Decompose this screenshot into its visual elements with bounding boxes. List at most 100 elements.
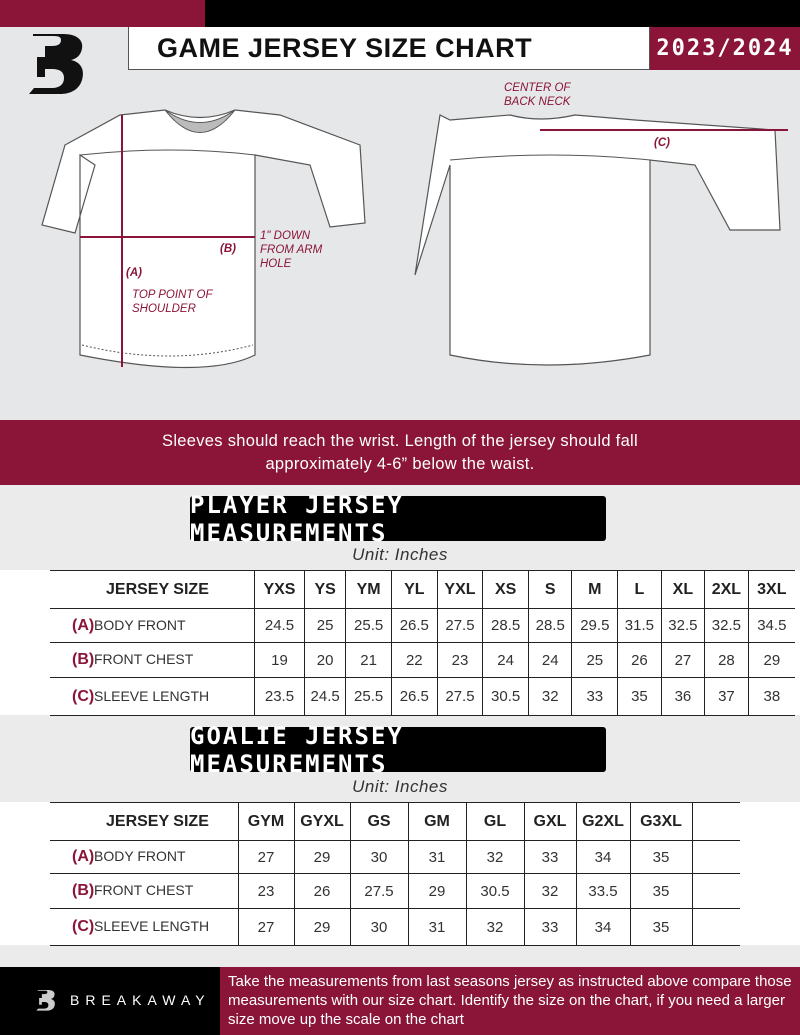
measurement-cell: 30.5 [465, 873, 524, 909]
measurement-cell: 32 [527, 677, 572, 716]
row-label: (B)FRONT CHEST [50, 873, 238, 909]
size-header: 3XL [747, 570, 795, 609]
player-size-table: JERSEY SIZE YXS YS YM YL YXL XS S M L XL 2XL 3XL (A)B… [50, 570, 795, 716]
measurement-cell: 29 [293, 908, 350, 946]
measurement-cell: 35 [629, 873, 692, 909]
measurement-cell: 35 [629, 840, 692, 874]
player-section-title: PLAYER JERSEY MEASUREMENTS [190, 491, 606, 547]
player-unit-label: Unit: Inches [352, 545, 448, 564]
measurement-cell: 25.5 [345, 608, 392, 643]
measurement-cell: 36 [660, 677, 705, 716]
row-name: SLEEVE LENGTH [94, 687, 210, 704]
size-header: S [527, 570, 572, 609]
table-row: (C)SLEEVE LENGTH 23.5 24.5 25.5 26.5 27.5 30.5… [50, 677, 795, 716]
measurement-cell: 29 [407, 873, 466, 909]
header-row: JERSEY SIZE YXS YS YM YL YXL XS S M L XL 2XL 3XL [50, 570, 795, 609]
measurement-cell: 28 [704, 642, 749, 678]
measurement-cell: 30 [349, 908, 408, 946]
label-c: (C) [654, 137, 670, 149]
measurement-cell: 38 [747, 677, 795, 716]
size-header: G3XL [629, 802, 692, 841]
measurement-cell: 34 [575, 840, 630, 874]
back-jersey-diagram [414, 114, 788, 366]
header-row: JERSEY SIZE GYM GYXL GS GM GL GXL G2XL G3XL [50, 802, 740, 841]
row-name: FRONT CHEST [94, 882, 194, 898]
brand-name: BREAKAWAY [70, 992, 211, 1008]
table-row: (A)BODY FRONT 27 29 30 31 32 33 34 35 [50, 840, 740, 874]
measurement-cell: 26 [293, 873, 350, 909]
measurement-cell: 22 [390, 642, 438, 678]
size-header: XL [660, 570, 705, 609]
measurement-cell: 26 [617, 642, 662, 678]
top-accent-bar [0, 0, 205, 27]
measurement-cell: 25 [571, 642, 618, 678]
row-label: (B)FRONT CHEST [50, 642, 255, 678]
measurement-cell: 23 [237, 873, 294, 909]
table-row: (B)FRONT CHEST 23 26 27.5 29 30.5 32 33.5 35 [50, 873, 740, 909]
table-row: (A)BODY FRONT 24.5 25 25.5 26.5 27.5 28.5 28.5 2… [50, 608, 795, 643]
measurement-cell: 30.5 [482, 677, 529, 716]
label-a-description: TOP POINT OF SHOULDER [132, 289, 213, 315]
measurement-cell: 31 [407, 908, 466, 946]
measurement-cell: 30 [349, 840, 408, 874]
size-header: GXL [523, 802, 576, 841]
measurement-cell: 32 [465, 840, 524, 874]
front-jersey-diagram [41, 109, 366, 369]
measurement-cell [691, 908, 740, 946]
label-a: (A) [126, 267, 142, 279]
size-header: YM [345, 570, 392, 609]
row-label: (C)SLEEVE LENGTH [50, 908, 238, 946]
measurement-cell: 37 [704, 677, 749, 716]
fit-instructions-banner: Sleeves should reach the wrist. Length o… [0, 420, 800, 485]
row-letter: (B) [72, 651, 95, 668]
label-b: (B) [220, 243, 236, 255]
goalie-section-title: GOALIE JERSEY MEASUREMENTS [190, 722, 606, 778]
measurement-cell: 33 [523, 908, 576, 946]
measurement-cell: 32 [465, 908, 524, 946]
size-header: GYM [237, 802, 294, 841]
measurement-cell: 27.5 [436, 608, 483, 643]
measurement-cell: 24 [482, 642, 529, 678]
banner-line-2: approximately 4-6” below the waist. [265, 455, 535, 473]
size-label: JERSEY SIZE [50, 570, 255, 609]
measurement-cell: 27 [237, 908, 294, 946]
measurement-cell: 28.5 [482, 608, 529, 643]
table-row: (C)SLEEVE LENGTH 27 29 30 31 32 33 34 35 [50, 908, 740, 946]
measurement-cell: 32.5 [704, 608, 749, 643]
row-name: FRONT CHEST [94, 651, 194, 667]
measurement-cell: 24.5 [303, 677, 346, 716]
label-b-description: 1" DOWN FROM ARM HOLE [260, 230, 323, 270]
label-c-description: CENTER OF BACK NECK [504, 82, 571, 108]
footer-note: Take the measurements from last seasons … [220, 967, 800, 1035]
row-name: SLEEVE LENGTH [94, 918, 210, 934]
page-title: GAME JERSEY SIZE CHART [128, 27, 650, 70]
measurement-cell: 35 [629, 908, 692, 946]
banner-line-1: Sleeves should reach the wrist. Length o… [162, 432, 638, 450]
size-header: 2XL [704, 570, 749, 609]
measurement-cell: 21 [345, 642, 392, 678]
size-header: YL [390, 570, 438, 609]
measurement-cell: 20 [303, 642, 346, 678]
measurement-cell: 25.5 [345, 677, 392, 716]
breakaway-logo-icon [29, 34, 83, 94]
measurement-cell: 19 [253, 642, 305, 678]
measurement-cell: 27.5 [349, 873, 408, 909]
size-header: GL [465, 802, 524, 841]
row-letter: (C) [72, 687, 95, 705]
goalie-size-table: JERSEY SIZE GYM GYXL GS GM GL GXL G2XL G3XL (A)BO… [50, 802, 740, 946]
measurement-cell: 31.5 [617, 608, 662, 643]
measurement-cell [691, 840, 740, 874]
row-label: (C)SLEEVE LENGTH [50, 677, 255, 716]
measurement-cell: 33 [523, 840, 576, 874]
top-black-bar [205, 0, 800, 27]
row-letter: (A) [72, 848, 95, 865]
footer-brand-panel [0, 967, 220, 1035]
size-header: YXL [436, 570, 483, 609]
measurement-cell [691, 873, 740, 909]
measurement-cell: 27 [237, 840, 294, 874]
size-header: GS [349, 802, 408, 841]
table-row: (B)FRONT CHEST 19 20 21 22 23 24 24 25 26 27 28 29 [50, 642, 795, 678]
row-name: BODY FRONT [94, 848, 186, 864]
measurement-cell: 27 [660, 642, 705, 678]
measurement-cell: 23 [436, 642, 483, 678]
